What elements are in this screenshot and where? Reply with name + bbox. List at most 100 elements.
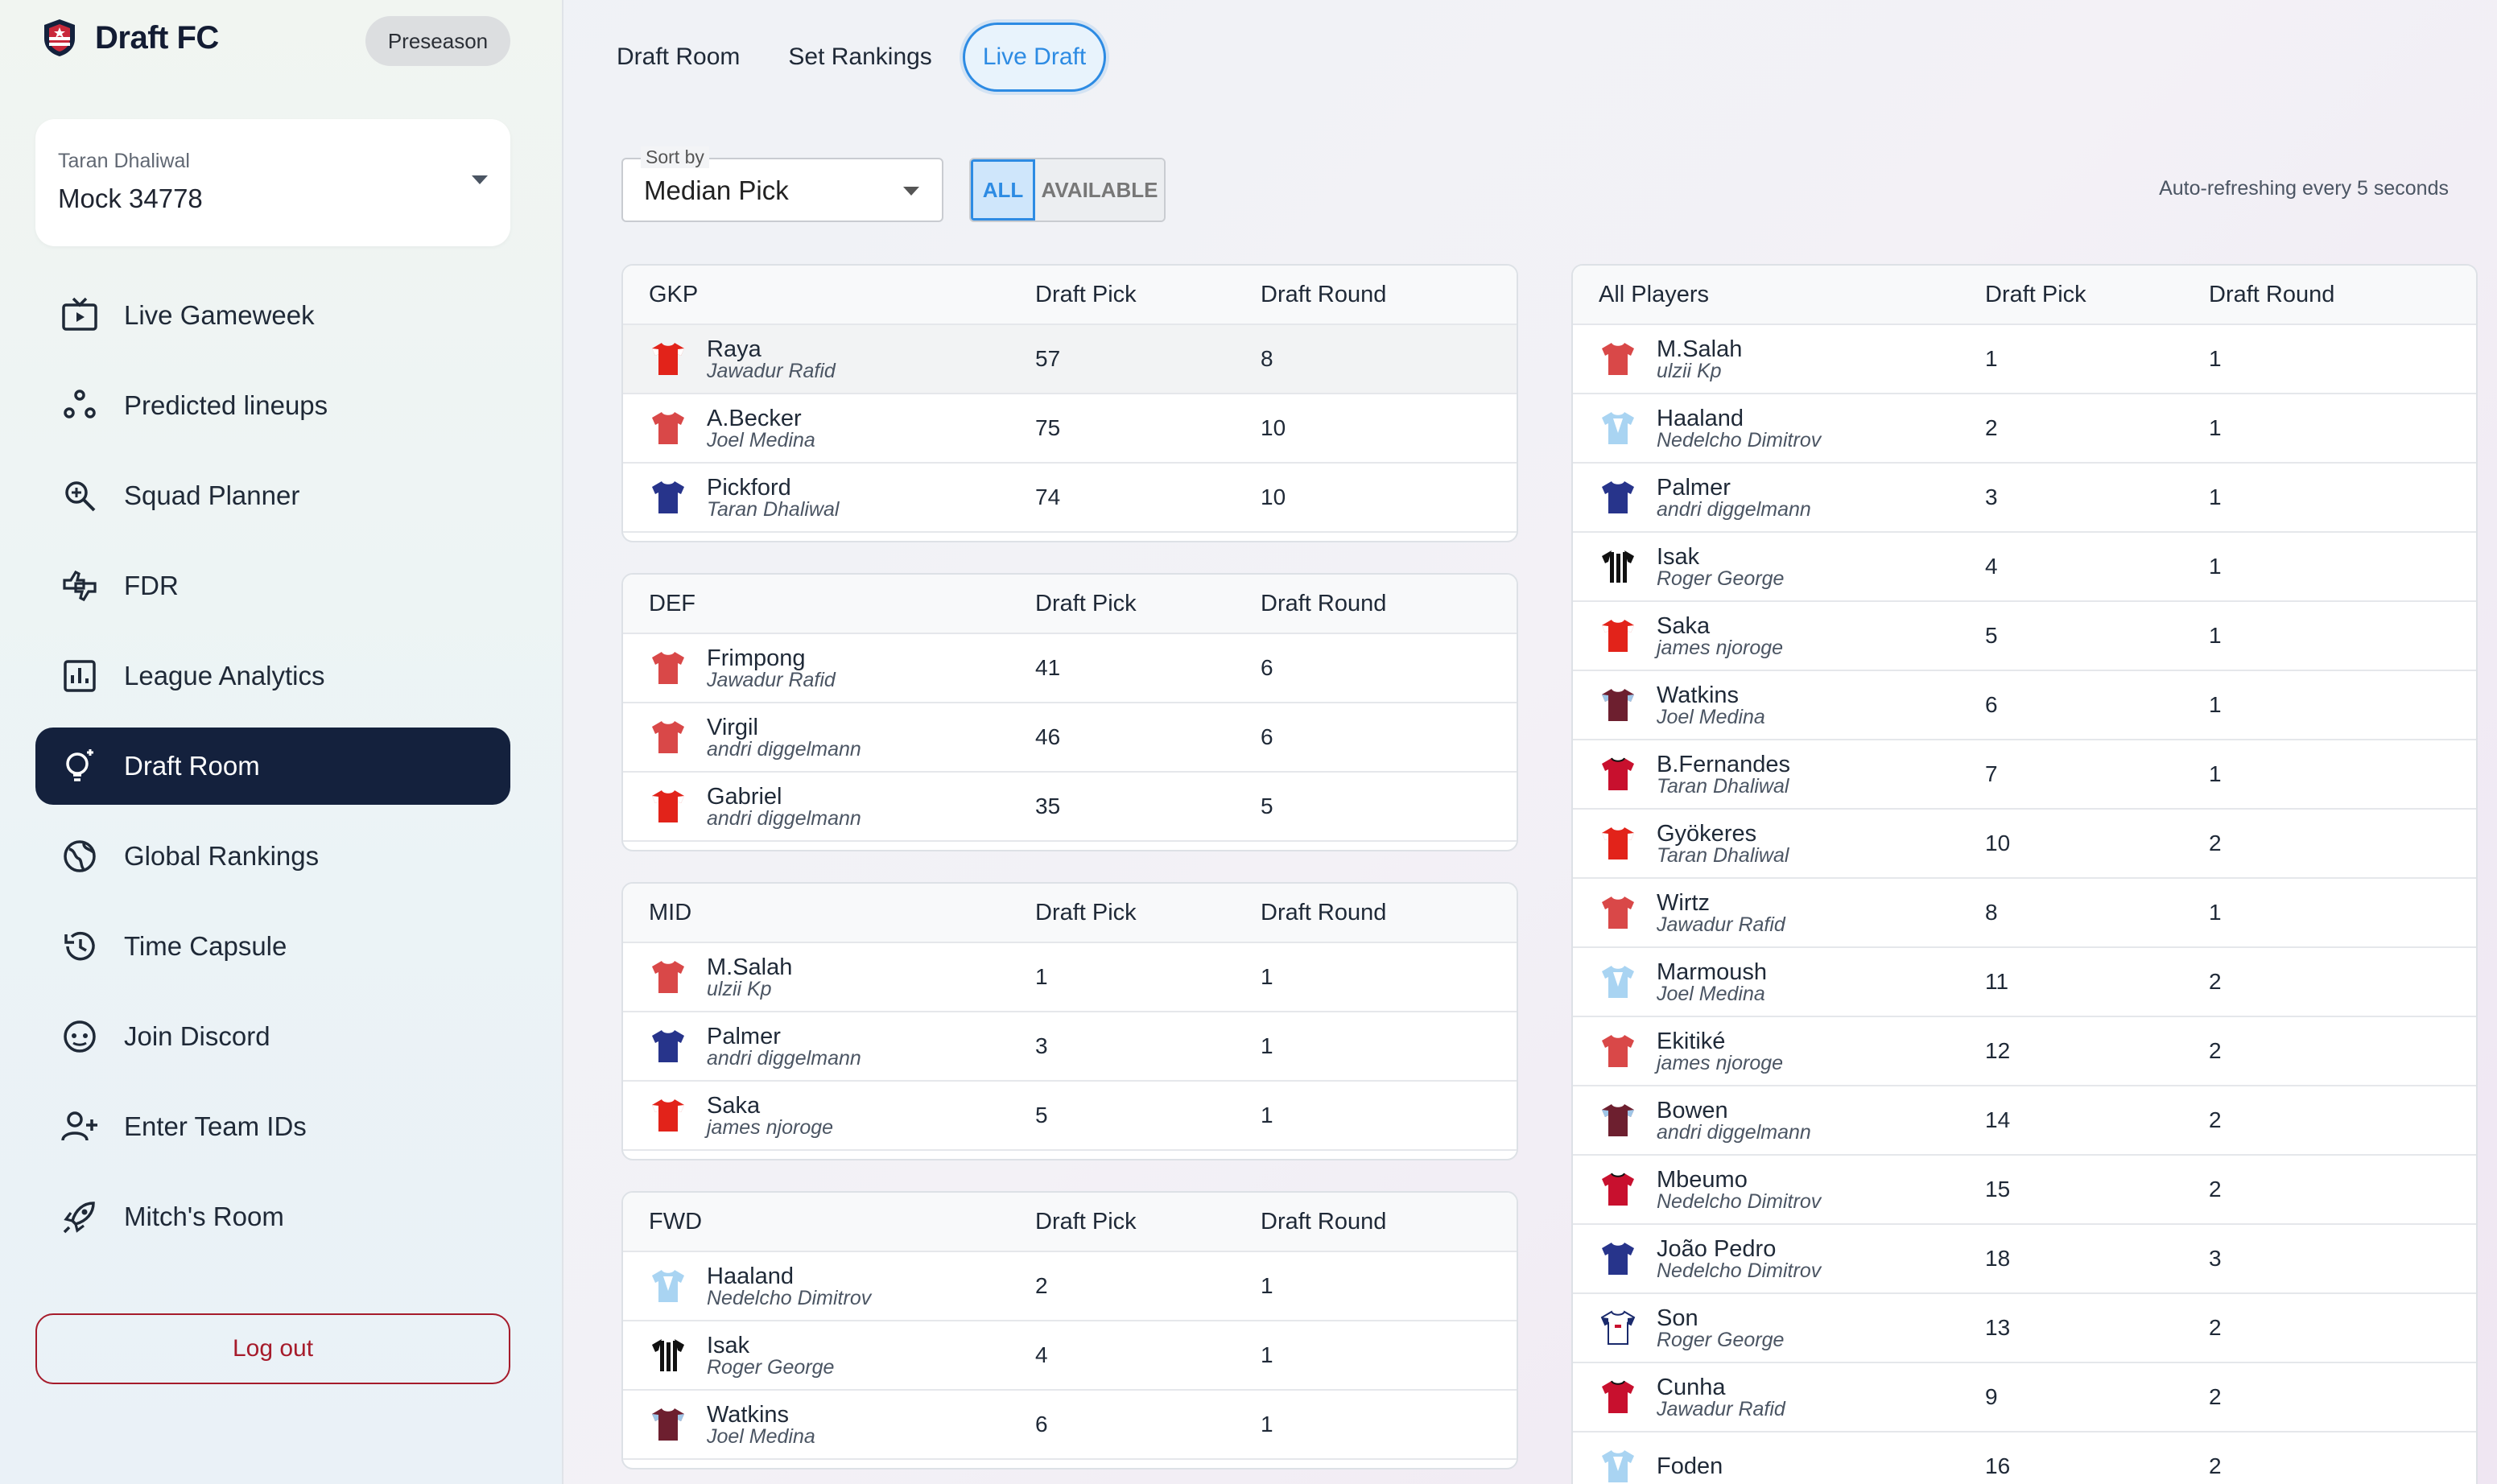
player-owner: Roger George [1657,1329,1785,1351]
table-row[interactable]: Haaland Nedelcho Dimitrov 2 1 [623,1252,1517,1321]
table-row[interactable]: Foden 16 2 [1573,1432,2476,1484]
brand-name: Draft FC [95,19,219,56]
logout-button[interactable]: Log out [35,1313,510,1384]
table-row[interactable]: Gabriel andri diggelmann 35 5 [623,773,1517,842]
red-white-shirt-icon [1602,620,1634,652]
sidebar-item-label: Squad Planner [124,480,300,510]
sort-select[interactable]: Sort by Median Pick [621,146,943,222]
table-row[interactable]: Mbeumo Nedelcho Dimitrov 15 2 [1573,1156,2476,1225]
table-row[interactable]: Haaland Nedelcho Dimitrov 2 1 [1573,394,2476,464]
sidebar-item-draft-room[interactable]: Draft Room [35,728,510,805]
table-row[interactable]: Isak Roger George 4 1 [623,1321,1517,1391]
player-name: Ekitiké [1657,1028,1726,1054]
season-badge[interactable]: Preseason [365,16,510,66]
table-row[interactable]: Virgil andri diggelmann 46 6 [623,703,1517,773]
tab-live-draft[interactable]: Live Draft [962,23,1107,92]
column-header-pick[interactable]: Draft Pick [1035,1208,1137,1235]
tv-icon [62,297,97,331]
bar-chart-icon [64,660,96,692]
player-owner: Nedelcho Dimitrov [1657,429,1822,451]
draft-round-cell: 2 [2209,1038,2222,1063]
draft-pick-cell: 41 [1035,655,1061,680]
sidebar-item-label: FDR [124,571,179,600]
table-row[interactable]: Isak Roger George 4 1 [1573,533,2476,602]
table-row[interactable]: Saka james njoroge 5 1 [623,1082,1517,1151]
draft-round-cell: 10 [1261,415,1286,440]
table-row[interactable]: B.Fernandes Taran Dhaliwal 7 1 [1573,740,2476,810]
table-row[interactable]: Bowen andri diggelmann 14 2 [1573,1086,2476,1156]
table-row[interactable]: Son Roger George 13 2 [1573,1294,2476,1363]
draft-pick-cell: 3 [1985,484,1998,509]
tab-draft-room[interactable]: Draft Room [617,43,741,70]
tab-set-rankings[interactable]: Set Rankings [788,43,932,70]
draft-pick-cell: 6 [1035,1412,1048,1437]
column-header-round[interactable]: Draft Round [1261,899,1387,925]
table-row[interactable]: Marmoush Joel Medina 11 2 [1573,948,2476,1017]
draft-round-cell: 2 [2209,831,2222,855]
player-cell: Cunha Jawadur Rafid [1573,1375,1985,1420]
player-cell: Gabriel andri diggelmann [623,785,1035,829]
sidebar-item-mitch-s-room[interactable]: Mitch's Room [35,1178,510,1255]
sidebar-item-predicted-lineups[interactable]: Predicted lineups [35,367,510,444]
sidebar-item-league-analytics[interactable]: League Analytics [35,637,510,715]
filter-available-button[interactable]: AVAILABLE [1035,159,1164,221]
table-row[interactable]: Ekitiké james njoroge 12 2 [1573,1017,2476,1086]
player-owner: Nedelcho Dimitrov [1657,1190,1822,1213]
player-name: João Pedro [1657,1236,1777,1262]
column-header-pick[interactable]: Draft Pick [1985,281,2086,307]
sidebar-item-enter-team-ids[interactable]: Enter Team IDs [35,1088,510,1165]
table-row[interactable]: Wirtz Jawadur Rafid 8 1 [1573,879,2476,948]
table-row[interactable]: Watkins Joel Medina 6 1 [623,1391,1517,1460]
table-row[interactable]: Saka james njoroge 5 1 [1573,602,2476,671]
sky-shirt-icon [652,1270,684,1302]
column-header-round[interactable]: Draft Round [2209,281,2335,307]
sidebar-item-join-discord[interactable]: Join Discord [35,998,510,1075]
player-cell: Virgil andri diggelmann [623,715,1035,760]
player-name: Frimpong [707,645,806,671]
sidebar-item-global-rankings[interactable]: Global Rankings [35,818,510,895]
team-selector[interactable]: Taran Dhaliwal Mock 34778 [35,119,510,246]
table-row[interactable]: Gyökeres Taran Dhaliwal 10 2 [1573,810,2476,879]
table-row[interactable]: Palmer andri diggelmann 3 1 [623,1012,1517,1082]
sidebar-item-squad-planner[interactable]: Squad Planner [35,457,510,534]
player-name: Haaland [1657,406,1744,431]
sort-value: Median Pick [644,175,789,205]
draft-round-cell: 6 [1261,724,1273,749]
draft-pick-cell: 11 [1985,969,2009,994]
column-header-pick[interactable]: Draft Pick [1035,590,1137,616]
table-row[interactable]: Cunha Jawadur Rafid 9 2 [1573,1363,2476,1432]
table-row[interactable]: M.Salah ulzii Kp 1 1 [1573,325,2476,394]
add-user-icon [61,1111,97,1141]
sidebar-item-live-gameweek[interactable]: Live Gameweek [35,277,510,354]
red-shirt-icon [652,412,684,444]
draft-round-cell: 8 [1261,346,1273,371]
table-row[interactable]: Raya Jawadur Rafid 57 8 [623,325,1517,394]
sidebar-item-time-capsule[interactable]: Time Capsule [35,908,510,985]
table-row[interactable]: M.Salah ulzii Kp 1 1 [623,943,1517,1012]
table-row[interactable]: Palmer andri diggelmann 3 1 [1573,464,2476,533]
table-row[interactable]: João Pedro Nedelcho Dimitrov 18 3 [1573,1225,2476,1294]
player-cell: João Pedro Nedelcho Dimitrov [1573,1236,1985,1281]
claret-shirt-icon [1602,1104,1634,1136]
draft-round-cell: 2 [2209,969,2222,994]
player-cell: Son Roger George [1573,1306,1985,1350]
player-name: Palmer [1657,475,1731,501]
sidebar-item-fdr[interactable]: FDR [35,547,510,625]
caret-down-icon [903,187,919,196]
table-row[interactable]: Pickford Taran Dhaliwal 74 10 [623,464,1517,533]
column-header-round[interactable]: Draft Round [1261,1208,1387,1235]
filter-all-button[interactable]: ALL [971,159,1035,221]
red-shirt-icon [1602,897,1634,929]
table-row[interactable]: Watkins Joel Medina 6 1 [1573,671,2476,740]
column-header-pick[interactable]: Draft Pick [1035,281,1137,307]
column-header-round[interactable]: Draft Round [1261,590,1387,616]
draft-round-cell: 1 [2209,346,2222,371]
column-header-round[interactable]: Draft Round [1261,281,1387,307]
draft-pick-cell: 1 [1985,346,1998,371]
table-row[interactable]: A.Becker Joel Medina 75 10 [623,394,1517,464]
red-shirt-icon [652,961,684,993]
table-gkp: GKP Draft Pick Draft Round Raya Jawadur … [621,264,1518,542]
table-row[interactable]: Frimpong Jawadur Rafid 41 6 [623,634,1517,703]
column-header-pick[interactable]: Draft Pick [1035,899,1137,925]
brand[interactable]: Draft FC [42,18,219,58]
